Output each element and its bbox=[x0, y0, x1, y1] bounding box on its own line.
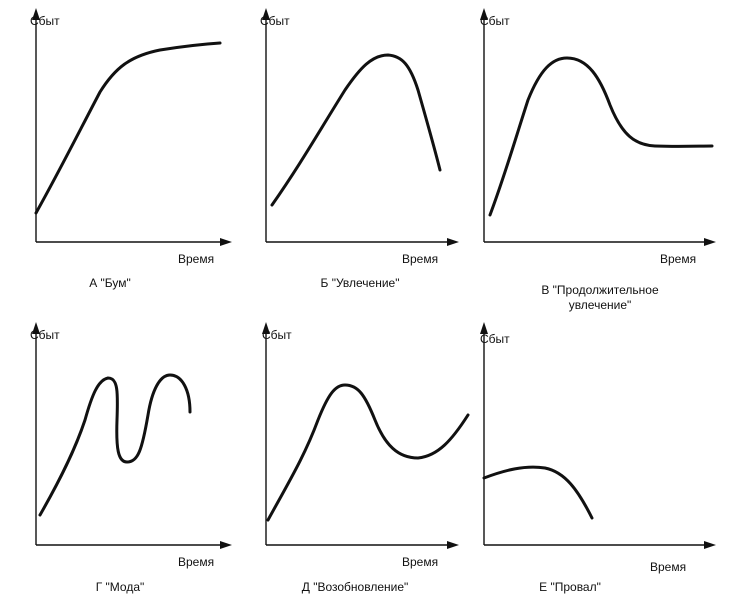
y-axis-label: Сбыт bbox=[262, 328, 292, 342]
y-axis-label: Сбыт bbox=[260, 14, 290, 28]
caption-f: Е "Провал" bbox=[539, 580, 601, 594]
x-axis-label: Время bbox=[402, 555, 439, 569]
y-axis-label: Сбыт bbox=[480, 332, 510, 346]
panel-d-axes bbox=[32, 322, 232, 549]
caption-e: Д "Возобновление" bbox=[301, 580, 409, 594]
x-axis-label: Время bbox=[660, 252, 697, 266]
x-axis-label: Время bbox=[402, 252, 439, 266]
panel-d-curve bbox=[38, 373, 192, 517]
panel-e-curve bbox=[266, 383, 470, 522]
caption-a: А "Бум" bbox=[89, 276, 131, 290]
x-axis-label: Время bbox=[650, 560, 687, 574]
panel-a-curve bbox=[34, 41, 222, 215]
panel-e-axes bbox=[262, 322, 459, 549]
y-axis-label: Сбыт bbox=[30, 328, 60, 342]
panel-b-axes bbox=[262, 8, 459, 246]
y-axis-label: Сбыт bbox=[480, 14, 510, 28]
panel-c-curve bbox=[488, 56, 714, 217]
x-axis-label: Время bbox=[178, 252, 215, 266]
panel-c-axes bbox=[480, 8, 716, 246]
panel-a-axes bbox=[32, 8, 232, 246]
y-axis-label: Сбыт bbox=[30, 14, 60, 28]
panel-f-curve bbox=[482, 465, 594, 520]
x-axis-label: Время bbox=[178, 555, 215, 569]
caption-c-line1: В "Продолжительное bbox=[541, 283, 659, 297]
caption-b: Б "Увлечение" bbox=[320, 276, 400, 290]
caption-c-line2: увлечение" bbox=[568, 298, 632, 312]
panel-f-axes bbox=[480, 322, 716, 549]
caption-c: В "Продолжительное увлечение" bbox=[510, 283, 690, 313]
caption-d: Г "Мода" bbox=[95, 580, 145, 594]
panel-b-curve bbox=[270, 53, 442, 207]
